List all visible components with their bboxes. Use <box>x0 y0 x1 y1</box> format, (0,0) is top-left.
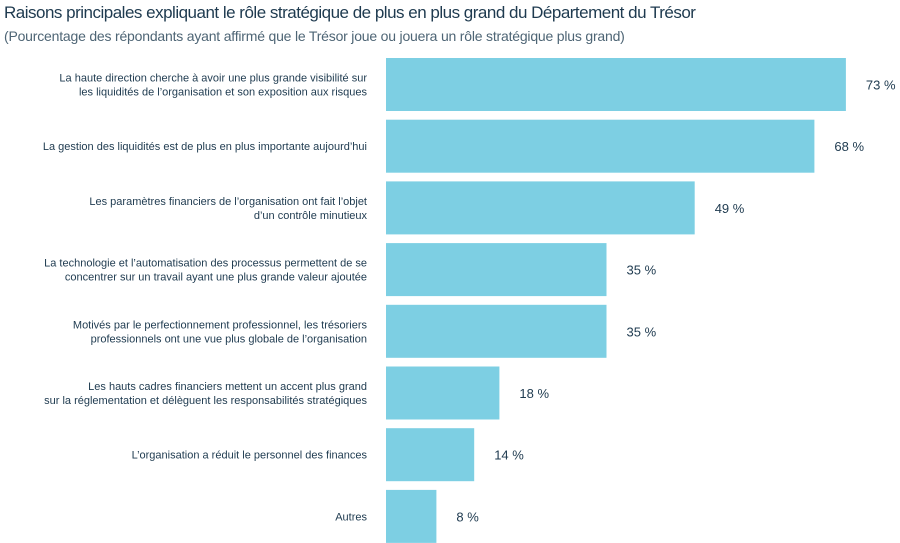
category-label: concentrer sur un travail ayant une plus… <box>65 272 367 284</box>
bar-row: La technologie et l’automatisation des p… <box>44 243 657 297</box>
bar-row: Motivés par le perfectionnement professi… <box>73 304 657 358</box>
chart-subtitle: (Pourcentage des répondants ayant affirm… <box>4 28 625 44</box>
bar-row: Les hauts cadres financiers mettent un a… <box>44 366 549 420</box>
value-label: 8 % <box>456 509 479 524</box>
category-label: Les hauts cadres financiers mettent un a… <box>88 381 367 393</box>
value-label: 18 % <box>519 386 549 401</box>
bar <box>386 304 607 358</box>
value-label: 14 % <box>494 448 524 463</box>
category-label: Motivés par le perfectionnement professi… <box>73 319 368 331</box>
category-label: La gestion des liquidités est de plus en… <box>43 141 367 153</box>
value-label: 68 % <box>834 139 864 154</box>
bar <box>386 58 846 111</box>
bar <box>386 428 475 482</box>
bar-row: La haute direction cherche à avoir une p… <box>59 58 896 111</box>
bar-row: Autres 8 % <box>335 489 479 543</box>
category-label: Les paramètres financiers de l’organisat… <box>89 196 367 208</box>
value-label: 35 % <box>627 263 657 278</box>
category-label: L’organisation a réduit le personnel des… <box>132 450 368 462</box>
bar <box>386 243 607 297</box>
category-label: Autres <box>335 511 367 523</box>
bar <box>386 489 437 543</box>
bar <box>386 366 500 420</box>
category-label: sur la réglementation et délèguent les r… <box>44 395 367 407</box>
bar-row: Les paramètres financiers de l’organisat… <box>89 181 745 235</box>
bar-row: L’organisation a réduit le personnel des… <box>132 428 524 482</box>
category-label: La technologie et l’automatisation des p… <box>44 258 367 270</box>
value-label: 73 % <box>866 78 896 93</box>
bar-row: La gestion des liquidités est de plus en… <box>43 119 864 173</box>
bar <box>386 181 695 235</box>
value-label: 49 % <box>715 201 745 216</box>
category-label: d’un contrôle minutieux <box>254 210 368 222</box>
chart-title: Raisons principales expliquant le rôle s… <box>4 3 696 22</box>
value-label: 35 % <box>627 324 657 339</box>
bar <box>386 119 815 173</box>
category-label: La haute direction cherche à avoir une p… <box>59 73 367 85</box>
category-label: les liquidités de l’organisation et son … <box>79 87 368 99</box>
category-label: professionnels ont une vue plus globale … <box>91 333 367 345</box>
